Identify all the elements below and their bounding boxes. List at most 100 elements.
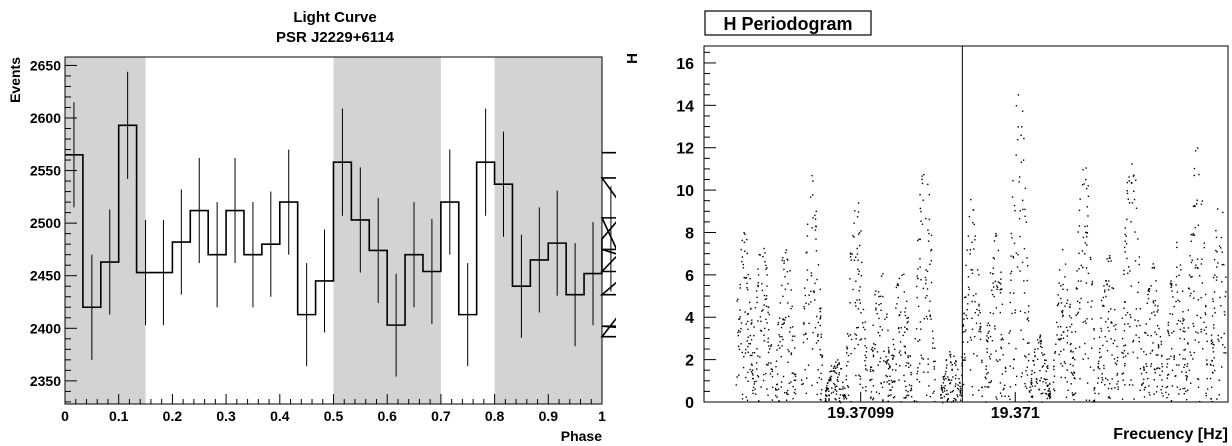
data-point (1108, 257, 1110, 259)
data-point (831, 387, 833, 389)
y-axis-label: Events (7, 57, 23, 103)
data-point (1198, 400, 1201, 403)
data-point (875, 391, 878, 393)
y-tick-label: 14 (676, 98, 694, 115)
data-point (745, 376, 747, 379)
data-point (1100, 381, 1103, 384)
data-point (889, 375, 891, 377)
data-point (888, 349, 890, 351)
data-point (1175, 300, 1177, 303)
data-point (808, 303, 810, 305)
data-point (743, 355, 745, 358)
data-point (1041, 401, 1044, 403)
data-point (1217, 208, 1219, 210)
data-point (742, 263, 745, 266)
data-point (1148, 288, 1151, 290)
data-point (754, 306, 757, 309)
data-point (1171, 369, 1174, 371)
data-point (917, 277, 919, 280)
data-point (860, 312, 862, 314)
data-point (1004, 395, 1006, 398)
data-point (1145, 371, 1148, 374)
data-point (745, 323, 747, 325)
data-point (921, 178, 923, 181)
data-point (1137, 238, 1139, 240)
data-point (814, 327, 817, 329)
data-point (1138, 263, 1140, 266)
data-point (903, 345, 906, 347)
data-point (811, 227, 813, 229)
data-point (1176, 241, 1178, 244)
data-point (803, 308, 806, 310)
data-point (747, 336, 749, 338)
data-point (1121, 351, 1123, 354)
data-point (966, 249, 968, 251)
data-point (814, 299, 816, 301)
data-point (881, 386, 884, 389)
data-point (1182, 358, 1184, 360)
data-point (1040, 377, 1042, 379)
data-point (919, 266, 921, 268)
data-point (1195, 331, 1197, 333)
data-point (940, 387, 943, 390)
data-point (1007, 395, 1010, 398)
data-point (864, 338, 866, 340)
data-point (1107, 260, 1110, 263)
data-point (1149, 352, 1152, 355)
data-point (805, 333, 807, 335)
data-point (1117, 380, 1119, 383)
data-point (978, 389, 980, 392)
data-point (1025, 356, 1027, 358)
data-point (1069, 303, 1071, 306)
data-point (928, 218, 931, 221)
data-point (1148, 385, 1150, 387)
data-point (916, 378, 918, 381)
data-point (877, 291, 880, 293)
data-point (1128, 176, 1130, 178)
data-point (892, 397, 895, 399)
data-point (1077, 311, 1079, 314)
data-point (1074, 377, 1076, 380)
data-point (1155, 290, 1158, 292)
data-point (837, 359, 839, 361)
data-point (1205, 304, 1207, 307)
data-point (1123, 273, 1125, 276)
data-point (1032, 359, 1034, 362)
data-point (919, 339, 921, 341)
data-point (1084, 342, 1086, 345)
data-point (1113, 358, 1116, 360)
data-point (753, 326, 755, 328)
data-point (1028, 401, 1030, 403)
data-point (1077, 231, 1079, 233)
data-point (776, 373, 779, 375)
data-point (1196, 266, 1199, 269)
data-point (1107, 396, 1110, 399)
data-point (1026, 265, 1029, 267)
data-point (1146, 365, 1148, 368)
data-point (1176, 246, 1178, 249)
data-point (1218, 245, 1221, 247)
data-point (1183, 338, 1186, 340)
y-tick-label: 2400 (30, 320, 61, 336)
data-point (807, 364, 810, 366)
data-point (1026, 374, 1029, 376)
data-point (1157, 344, 1160, 346)
data-point (1144, 331, 1146, 334)
data-point (978, 303, 980, 306)
data-point (900, 327, 903, 329)
data-point (1011, 237, 1013, 239)
data-point (1178, 274, 1180, 276)
data-point (1214, 369, 1216, 372)
data-point (882, 399, 884, 401)
data-point (1025, 370, 1027, 372)
data-point (875, 309, 877, 311)
data-point (763, 304, 765, 306)
data-point (904, 314, 907, 317)
data-point (1109, 255, 1111, 257)
data-point (1173, 356, 1175, 359)
data-point (872, 354, 875, 356)
data-point (1213, 291, 1216, 293)
data-point (879, 357, 882, 359)
data-point (1028, 390, 1031, 392)
data-point (1222, 211, 1224, 214)
